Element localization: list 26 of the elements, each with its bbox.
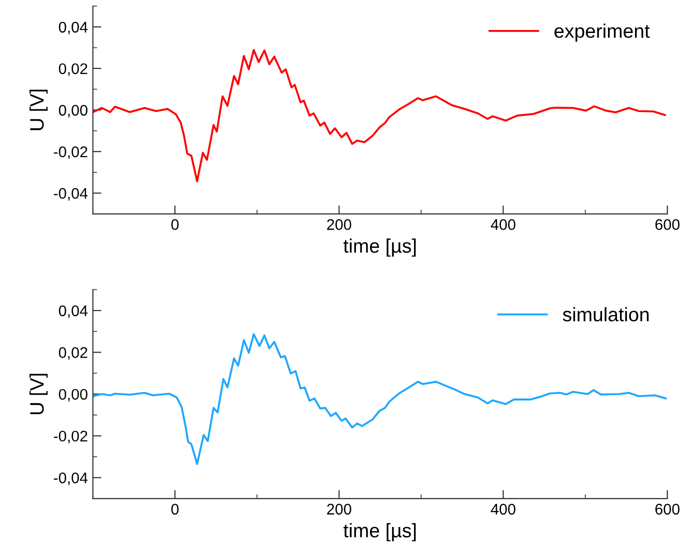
x-tick-label: 200: [327, 504, 352, 515]
x-axis-title: time [µs]: [343, 238, 416, 257]
x-tick-label: 0: [171, 504, 179, 515]
x-tick-label: 600: [655, 219, 680, 230]
y-tick-label: 0,00: [58, 104, 88, 118]
y-tick-label: 0,04: [58, 305, 88, 318]
line-series: [92, 48, 666, 182]
x-tick-label: 200: [327, 219, 352, 230]
x-tick-label: 400: [490, 504, 516, 515]
x-axis-title: time [µs]: [343, 523, 416, 542]
y-tick-label: 0,04: [58, 22, 88, 34]
x-tick-label: 600: [655, 504, 680, 515]
y-tick-label: 0,00: [58, 388, 88, 402]
y-tick-label: -0,04: [54, 188, 88, 201]
x-tick-label: 0: [171, 219, 179, 230]
line-series: [92, 333, 667, 466]
legend-label: experiment: [554, 24, 650, 42]
y-tick-label: 0,02: [58, 347, 88, 360]
legend-label: simulation: [562, 307, 649, 322]
y-tick-label: -0,04: [54, 472, 88, 486]
y-axis-title: U [V]: [30, 374, 48, 414]
y-tick-label: -0,02: [54, 430, 88, 444]
x-tick-label: 400: [490, 219, 516, 230]
y-axis-title: U [V]: [30, 90, 48, 130]
y-tick-label: 0,02: [58, 63, 88, 76]
y-tick-label: -0,02: [54, 146, 88, 160]
